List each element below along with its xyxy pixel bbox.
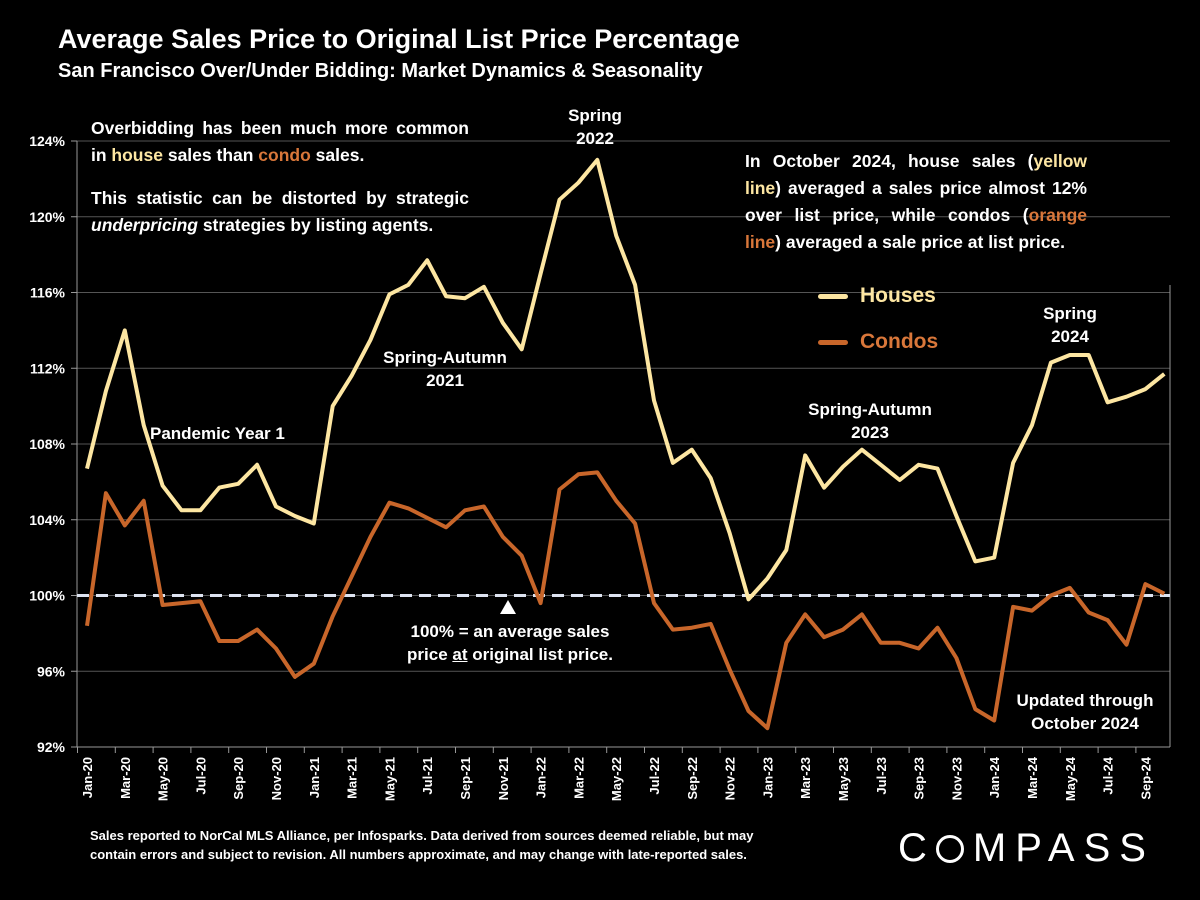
x-tick-label: Jan-23 — [760, 757, 775, 798]
y-tick-label: 116% — [30, 285, 66, 301]
series-condos-line — [85, 470, 1166, 731]
x-tick-label: Jan-24 — [987, 756, 1002, 798]
chart-subtitle: San Francisco Over/Under Bidding: Market… — [58, 60, 703, 82]
x-tick-label: Nov-23 — [949, 757, 964, 800]
x-tick-label: Jul-22 — [647, 757, 662, 795]
x-tick-label: Nov-21 — [496, 757, 511, 800]
x-tick-label: Jul-23 — [874, 757, 889, 795]
compass-logo: C MPASS — [898, 826, 1155, 870]
x-tick-label: May-21 — [382, 757, 397, 801]
x-tick-label: May-20 — [156, 757, 171, 801]
x-tick-label: Jul-20 — [193, 757, 208, 795]
x-tick-label: May-22 — [609, 757, 624, 801]
x-tick-label: May-23 — [836, 757, 851, 801]
series-houses-line — [85, 157, 1166, 602]
x-tick-label: Jan-21 — [307, 757, 322, 798]
y-tick-label: 108% — [29, 436, 65, 452]
x-tick-label: Sep-21 — [458, 757, 473, 800]
x-tick-label: Sep-23 — [912, 757, 927, 800]
x-tick-label: May-24 — [1063, 756, 1078, 801]
x-tick-label: Mar-23 — [798, 757, 813, 799]
right-note: In October 2024, house sales (yellow lin… — [745, 151, 1087, 252]
left-note: Overbidding has been much more common in… — [91, 118, 469, 235]
x-tick-label: Mar-21 — [345, 757, 360, 799]
footer-note: Sales reported to NorCal MLS Alliance, p… — [90, 828, 754, 862]
x-tick-label: Sep-22 — [685, 757, 700, 800]
annotation-spring-autumn-2021: Spring-Autumn 2021 — [383, 348, 507, 390]
x-tick-label: Mar-24 — [1025, 756, 1040, 799]
annotation-spring-2022: Spring 2022 — [568, 106, 622, 148]
y-tick-label: 96% — [37, 663, 66, 679]
y-tick-label: 120% — [29, 209, 65, 225]
annotation-updated: Updated through October 2024 — [1016, 691, 1154, 733]
legend-condos-swatch — [818, 339, 848, 345]
baseline-note: 100% = an average sales price at origina… — [380, 600, 640, 666]
condo-word: condo — [258, 145, 311, 165]
legend-houses-swatch — [818, 293, 848, 299]
x-tick-label: Nov-20 — [269, 757, 284, 800]
x-tick-label: Sep-20 — [231, 757, 246, 800]
house-word: house — [111, 145, 163, 165]
x-tick-label: Sep-24 — [1138, 756, 1153, 799]
y-tick-label: 100% — [29, 588, 65, 604]
y-tick-label: 92% — [37, 739, 66, 755]
x-tick-label: Mar-20 — [118, 757, 133, 799]
annotation-spring-2024: Spring 2024 — [1043, 304, 1097, 346]
legend-houses: Houses — [818, 284, 936, 308]
y-tick-label: 124% — [29, 133, 65, 149]
x-tick-label: Jul-21 — [420, 757, 435, 795]
x-tick-label: Mar-22 — [571, 757, 586, 799]
x-tick-label: Jan-22 — [534, 757, 549, 798]
x-tick-label: Jan-20 — [80, 757, 95, 798]
annotation-pandemic: Pandemic Year 1 — [150, 424, 285, 443]
annotation-spring-autumn-2023: Spring-Autumn 2023 — [808, 400, 932, 442]
x-tick-label: Jul-24 — [1101, 756, 1116, 794]
x-tick-label: Nov-22 — [723, 757, 738, 800]
up-triangle-icon — [500, 600, 516, 614]
y-tick-label: 112% — [30, 360, 66, 376]
y-tick-label: 104% — [29, 512, 65, 528]
chart-title: Average Sales Price to Original List Pri… — [58, 24, 740, 54]
legend-condos: Condos — [818, 330, 938, 354]
